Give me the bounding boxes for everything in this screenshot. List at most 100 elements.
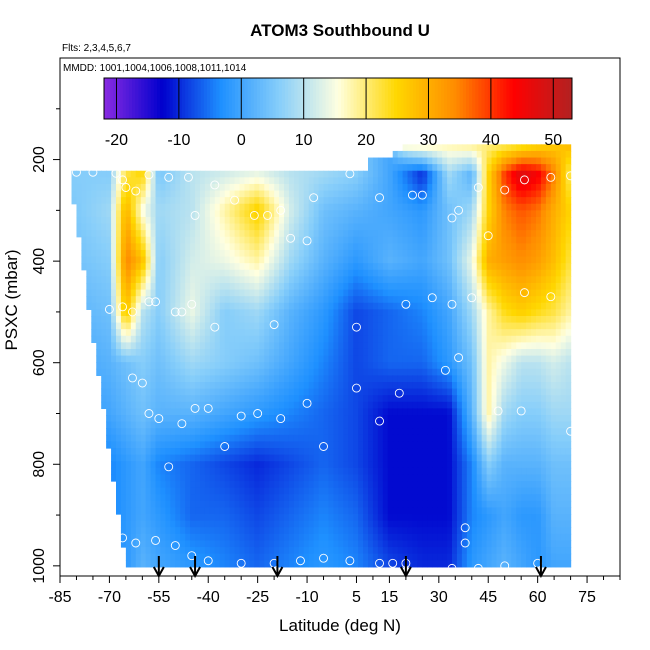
field-cell xyxy=(555,164,562,172)
field-cell xyxy=(422,494,428,502)
field-cell xyxy=(481,434,488,443)
field-cell xyxy=(486,249,493,258)
field-cell xyxy=(397,375,404,383)
field-cell xyxy=(521,144,527,152)
field-cell xyxy=(91,223,97,231)
field-cell xyxy=(550,368,557,376)
field-cell xyxy=(160,408,167,416)
field-cell xyxy=(353,408,359,416)
field-cell xyxy=(106,256,112,264)
field-cell xyxy=(269,296,275,304)
field-cell xyxy=(120,243,127,251)
field-cell xyxy=(432,487,438,495)
field-cell xyxy=(382,249,389,258)
field-cell xyxy=(190,467,196,476)
field-cell xyxy=(565,289,572,297)
field-cell xyxy=(442,448,448,456)
field-cell xyxy=(501,197,507,205)
field-cell xyxy=(204,494,211,502)
field-cell xyxy=(209,329,216,337)
field-cell xyxy=(397,355,404,363)
field-cell xyxy=(234,210,241,218)
field-cell xyxy=(442,256,448,264)
field-cell xyxy=(200,421,206,429)
field-cell xyxy=(363,461,369,469)
field-cell xyxy=(471,164,478,172)
field-cell xyxy=(328,461,335,469)
field-cell xyxy=(91,190,97,198)
field-cell xyxy=(81,197,87,205)
field-cell xyxy=(86,302,92,310)
field-cell xyxy=(476,203,483,211)
field-cell xyxy=(303,395,310,403)
field-cell xyxy=(377,481,384,489)
field-cell xyxy=(249,415,255,423)
field-cell xyxy=(219,210,226,218)
field-cell xyxy=(526,329,532,337)
field-cell xyxy=(486,388,493,396)
field-cell xyxy=(125,230,132,238)
field-cell xyxy=(377,355,384,363)
field-cell xyxy=(214,190,221,198)
field-cell xyxy=(343,302,349,310)
field-cell xyxy=(402,296,409,304)
field-cell xyxy=(190,441,196,449)
field-cell xyxy=(427,223,433,231)
field-cell xyxy=(180,461,186,469)
field-cell xyxy=(288,190,295,198)
field-cell xyxy=(511,408,517,416)
field-cell xyxy=(116,230,122,238)
field-cell xyxy=(269,342,275,350)
field-cell xyxy=(145,190,152,198)
field-cell xyxy=(165,315,171,324)
field-cell xyxy=(353,256,359,264)
field-cell xyxy=(417,474,423,482)
field-cell xyxy=(106,362,112,370)
field-cell xyxy=(338,448,344,456)
field-cell xyxy=(392,236,399,244)
field-cell xyxy=(555,170,562,178)
field-cell xyxy=(303,322,310,330)
field-cell xyxy=(279,421,285,429)
field-cell xyxy=(382,177,389,185)
field-cell xyxy=(249,170,255,178)
field-cell xyxy=(323,230,330,238)
field-cell xyxy=(397,256,404,264)
field-cell xyxy=(422,289,428,297)
field-cell xyxy=(219,289,226,297)
field-cell xyxy=(358,203,364,211)
field-cell xyxy=(476,395,483,403)
field-cell xyxy=(303,355,310,363)
field-cell xyxy=(397,309,404,317)
field-cell xyxy=(382,395,389,403)
field-cell xyxy=(229,474,236,482)
field-cell xyxy=(452,144,458,152)
field-cell xyxy=(254,494,260,502)
field-cell xyxy=(274,408,280,416)
field-cell xyxy=(145,309,152,317)
field-cell xyxy=(308,362,315,370)
field-cell xyxy=(91,249,97,258)
field-cell xyxy=(298,197,305,205)
field-cell xyxy=(437,335,443,343)
field-cell xyxy=(560,487,567,495)
field-cell xyxy=(442,434,448,443)
field-cell xyxy=(476,256,483,264)
field-cell xyxy=(550,197,557,205)
field-cell xyxy=(466,203,473,211)
field-cell xyxy=(303,183,310,192)
field-cell xyxy=(259,481,265,489)
field-cell xyxy=(392,164,399,172)
field-cell xyxy=(180,487,186,495)
field-cell xyxy=(427,382,433,390)
field-cell xyxy=(521,170,527,178)
field-cell xyxy=(180,375,186,383)
field-cell xyxy=(165,203,171,211)
field-cell xyxy=(506,467,512,476)
field-cell xyxy=(190,190,196,198)
field-cell xyxy=(264,190,270,198)
field-cell xyxy=(333,408,339,416)
field-cell xyxy=(190,302,196,310)
field-cell xyxy=(516,177,522,185)
field-cell xyxy=(353,243,359,251)
